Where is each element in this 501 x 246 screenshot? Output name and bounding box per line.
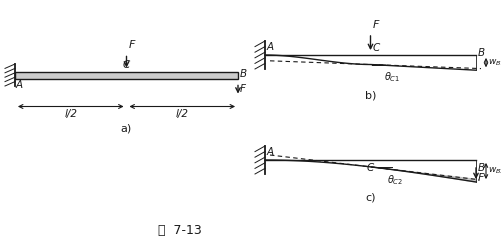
Text: F: F [240,83,246,93]
Text: B: B [478,163,485,173]
Text: A: A [267,42,274,52]
Text: b): b) [365,90,376,100]
Bar [15,72,238,78]
Text: A: A [267,147,274,157]
Text: B: B [478,48,485,58]
Text: $w_{B2}$: $w_{B2}$ [488,166,501,176]
Text: A: A [16,80,23,91]
Text: $w_{B1}$: $w_{B1}$ [488,57,501,68]
Text: l/2: l/2 [176,108,189,119]
Text: 图  7-13: 图 7-13 [158,224,202,237]
Text: C: C [373,43,380,53]
Text: C: C [367,163,374,173]
Text: F: F [128,41,135,50]
Text: F: F [373,20,379,30]
Text: l/2: l/2 [64,108,77,119]
Text: F: F [478,173,484,183]
Text: C: C [123,61,130,71]
Text: a): a) [121,123,132,134]
Text: c): c) [365,192,376,202]
Text: B: B [240,69,247,79]
Text: $\theta_{C2}$: $\theta_{C2}$ [387,173,403,187]
Polygon shape [372,167,476,182]
Text: $\theta_{C1}$: $\theta_{C1}$ [384,70,400,84]
